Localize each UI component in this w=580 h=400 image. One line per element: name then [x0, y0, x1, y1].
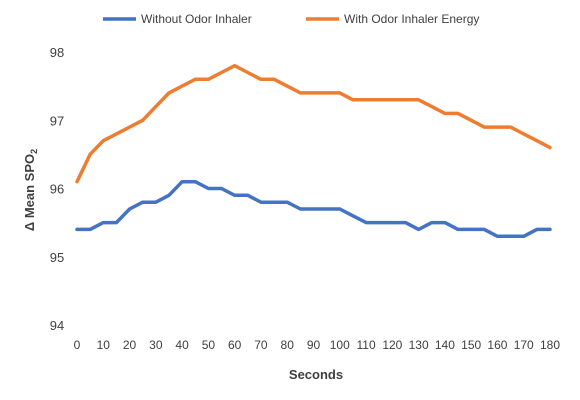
y-tick-label: 95	[50, 250, 64, 265]
legend-label-1: Without Odor Inhaler	[141, 12, 252, 26]
x-axis-ticks: 0 10 20 30 40 50 60 70 80 90 100 110 120 130 140 150 160…	[74, 338, 561, 352]
x-axis-label: Seconds	[289, 367, 343, 382]
y-axis-label: Δ Mean SPO2	[22, 149, 39, 231]
x-tick-label: 120	[382, 338, 402, 352]
x-tick-label: 30	[149, 338, 163, 352]
y-tick-label: 96	[50, 182, 64, 197]
x-tick-label: 170	[514, 338, 534, 352]
legend-label-2: With Odor Inhaler Energy	[344, 12, 479, 26]
x-tick-label: 80	[281, 338, 295, 352]
x-tick-label: 0	[74, 338, 81, 352]
x-tick-label: 180	[540, 338, 560, 352]
x-tick-label: 10	[97, 338, 111, 352]
x-tick-label: 20	[123, 338, 137, 352]
x-tick-label: 140	[435, 338, 455, 352]
series-line-1	[75, 179, 552, 239]
x-tick-label: 90	[307, 338, 321, 352]
legend: Without Odor Inhaler With Odor Inhaler En…	[103, 12, 479, 26]
x-tick-label: 130	[409, 338, 429, 352]
y-tick-label: 94	[50, 318, 64, 333]
y-tick-label: 98	[50, 45, 64, 60]
x-tick-label: 160	[487, 338, 507, 352]
x-tick-label: 40	[175, 338, 189, 352]
y-axis-label-subscript: 2	[29, 149, 39, 154]
x-tick-label: 150	[461, 338, 481, 352]
series-group	[75, 63, 552, 239]
y-tick-label: 97	[50, 113, 64, 128]
x-tick-label: 60	[228, 338, 242, 352]
y-axis-label-main: Δ Mean SPO	[22, 154, 37, 231]
x-tick-label: 110	[356, 338, 375, 352]
x-tick-label: 50	[202, 338, 216, 352]
x-tick-label: 70	[254, 338, 268, 352]
y-axis-ticks: 94 95 96 97 98	[50, 45, 64, 333]
x-tick-label: 100	[330, 338, 350, 352]
series-line-2	[75, 63, 552, 184]
